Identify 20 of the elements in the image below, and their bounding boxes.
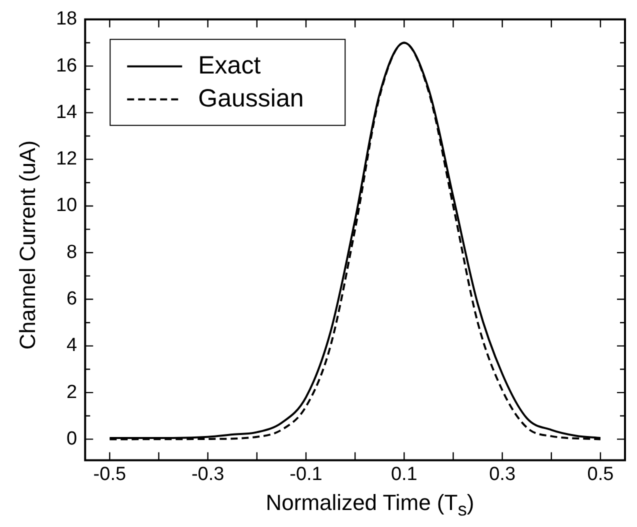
x-tick-label: 0.5 [587,464,614,485]
y-tick-label: 8 [66,242,78,263]
y-tick-label: 6 [66,288,78,310]
x-tick-label: -0.5 [93,464,126,485]
x-tick-label: 0.1 [390,464,418,485]
y-tick-label: 0 [66,428,78,450]
y-tick-label: 4 [66,335,78,356]
y-tick-label: 16 [56,55,78,76]
x-tick-label: -0.3 [191,464,224,485]
y-axis-title: Channel Current (uA) [15,139,41,352]
y-tick-label: 10 [56,195,78,216]
legend-label: Gaussian [198,84,304,112]
x-tick-label: -0.1 [290,464,322,485]
x-tick-label: 0.3 [489,464,516,485]
y-tick-label: 12 [56,148,78,170]
x-axis-title: Normalized Time (T$_{s}$) [264,490,476,520]
y-tick-label: 2 [66,382,78,403]
legend-label: Exact [198,51,261,80]
y-tick-label: 14 [56,102,78,123]
y-tick-label: 18 [56,8,78,30]
